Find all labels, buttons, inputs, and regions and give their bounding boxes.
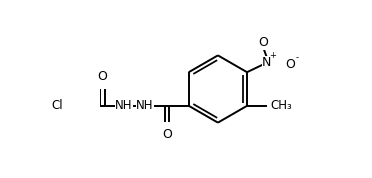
Text: +: +	[269, 51, 276, 60]
Text: O: O	[259, 36, 268, 49]
Text: N: N	[262, 56, 272, 69]
Text: -: -	[295, 53, 298, 62]
Text: O: O	[97, 70, 108, 83]
Text: O: O	[285, 58, 295, 71]
Text: CH₃: CH₃	[270, 99, 292, 112]
Text: NH: NH	[115, 99, 133, 112]
Text: Cl: Cl	[51, 99, 63, 112]
Text: NH: NH	[136, 99, 154, 112]
Text: O: O	[162, 128, 172, 141]
